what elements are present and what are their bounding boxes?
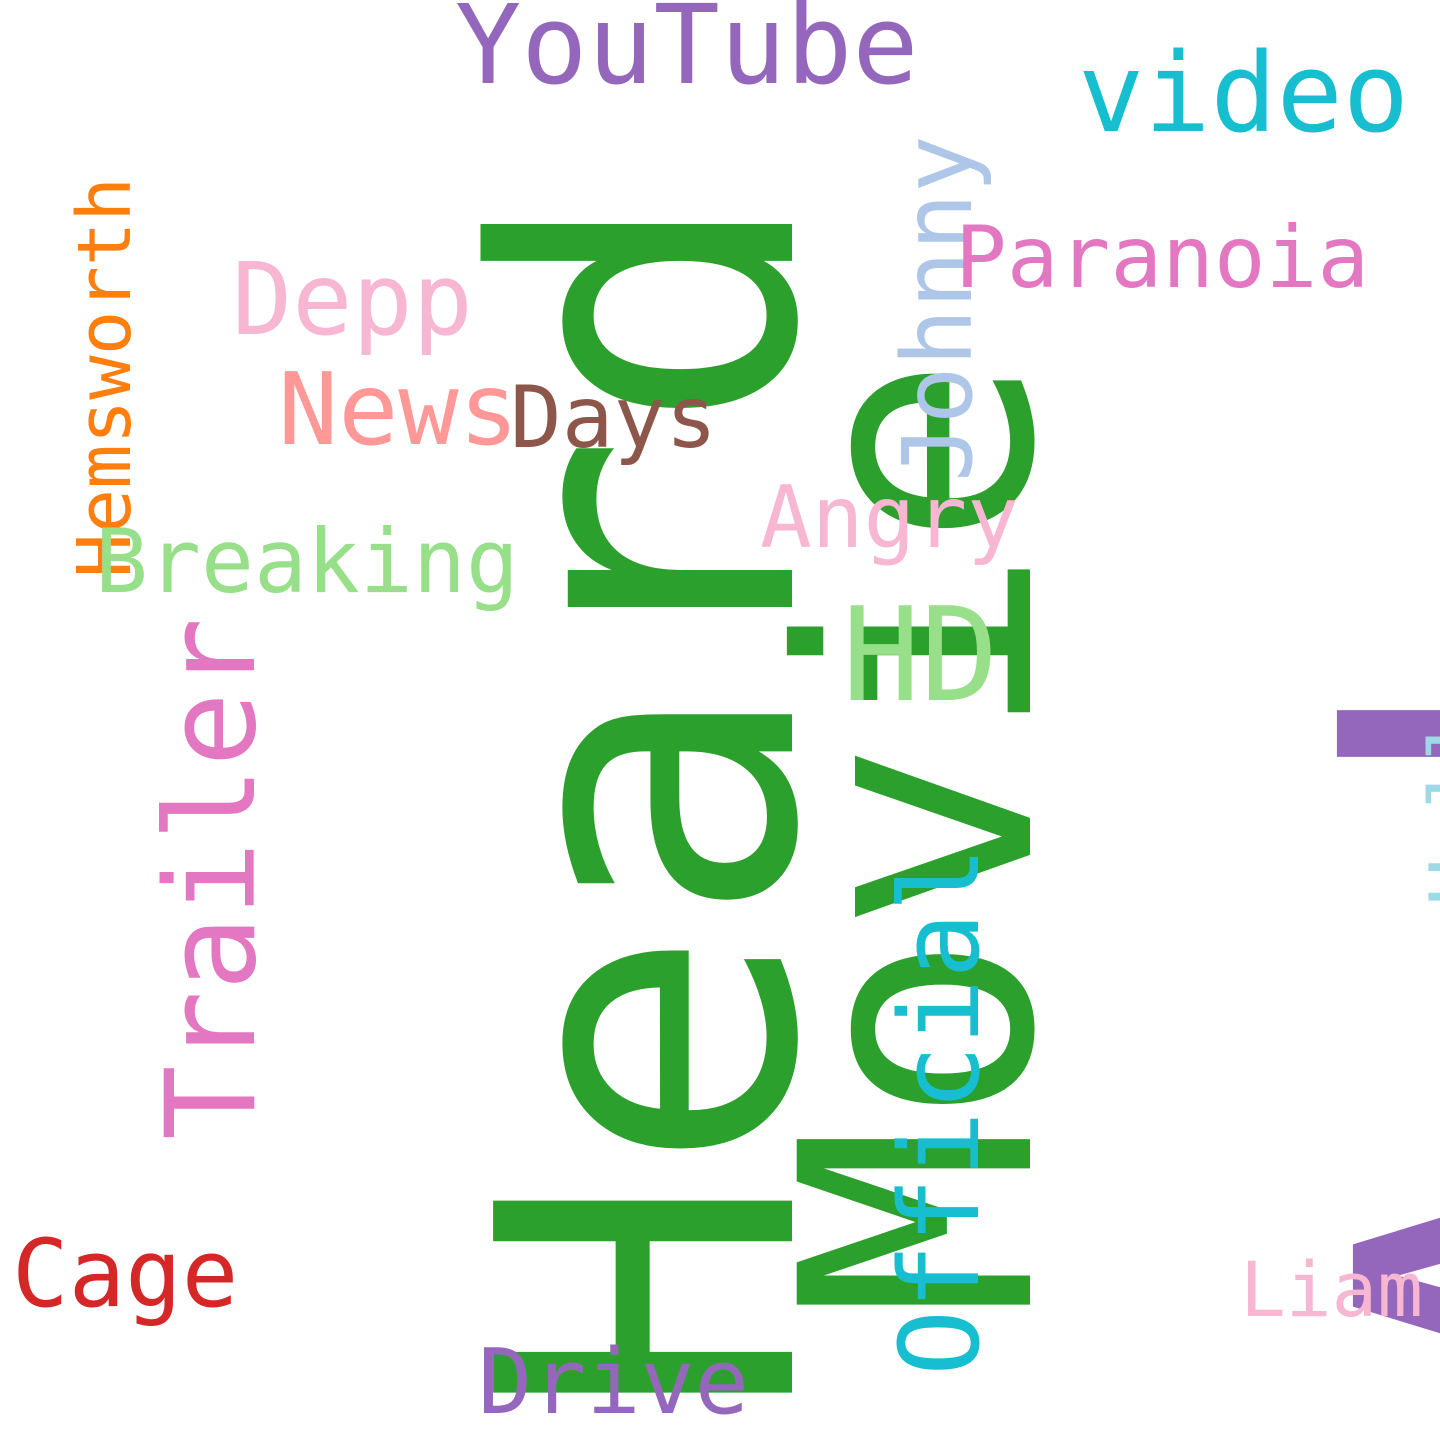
word-days: Days <box>510 368 718 468</box>
word-cage: Cage <box>12 1220 239 1329</box>
word-trailer: Trailer <box>140 617 284 1140</box>
word-depp: Depp <box>232 241 473 358</box>
word-drive: Drive <box>478 1330 749 1435</box>
word-angry: Angry <box>760 468 1019 568</box>
word-hd: HD <box>842 579 999 731</box>
word-paranoia: Paranoia <box>955 208 1370 308</box>
word-youtube: YouTube <box>455 0 919 109</box>
word-johnny: Johnny <box>882 135 994 482</box>
word-video: video <box>1078 29 1410 157</box>
word-breaking: Breaking <box>95 510 519 613</box>
word-liam: Liam <box>1240 1245 1424 1334</box>
word-hollyscoop: Hollyscoop <box>1413 424 1440 906</box>
word-official: Official <box>876 846 1004 1376</box>
word-news: News <box>278 351 519 468</box>
